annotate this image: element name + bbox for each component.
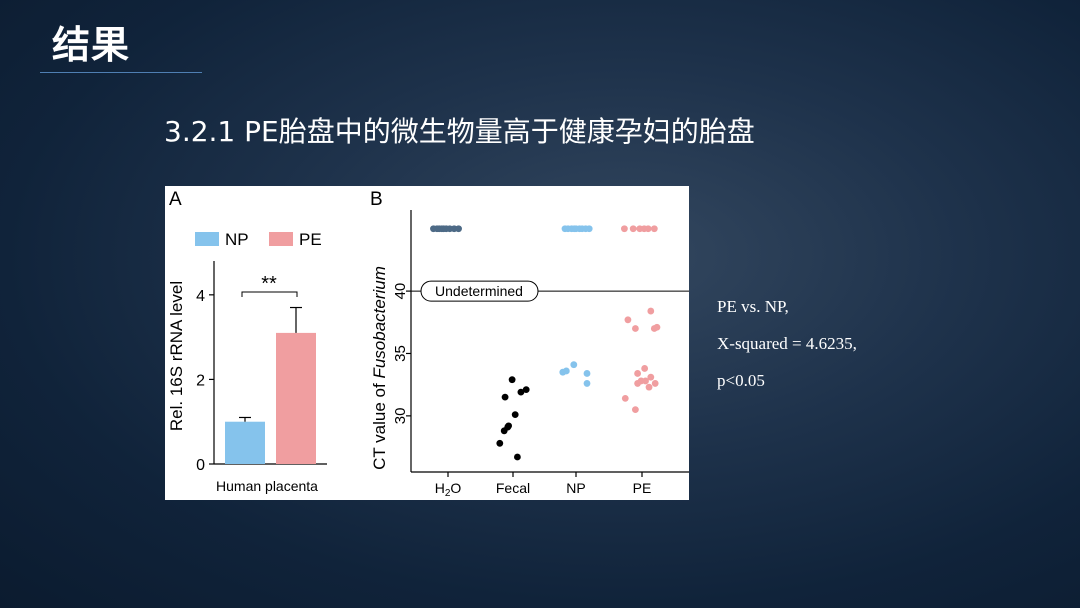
legend-swatch-pe	[269, 232, 293, 246]
point-np	[585, 225, 593, 233]
b-y-label-prefix: CT value of	[370, 379, 389, 470]
b-y-label-italic: Fusobacterium	[370, 266, 389, 378]
point-pe	[651, 380, 659, 387]
stats-line-3: p<0.05	[717, 371, 765, 390]
point-pe	[653, 323, 661, 331]
point-fecal	[501, 393, 509, 401]
bar-pe	[276, 332, 316, 464]
legend-label-pe: PE	[299, 230, 322, 249]
point-fecal	[496, 439, 504, 447]
title-underline	[40, 72, 202, 73]
point-fecal	[517, 388, 525, 396]
b-y-tick-label: 40	[392, 283, 409, 300]
point-pe	[621, 394, 629, 402]
significance-bracket	[241, 291, 298, 297]
point-fecal	[514, 453, 521, 461]
point-pe	[647, 373, 655, 381]
point-pe	[642, 377, 649, 385]
bar-np	[225, 421, 265, 464]
point-fecal	[511, 411, 519, 419]
point-np	[583, 370, 591, 377]
point-pe	[629, 225, 637, 233]
figure-svg: A B NP PE 0 2 4 ** Human placenta Rel. 16S…	[167, 189, 689, 499]
undetermined-box	[420, 280, 539, 302]
undetermined-label: Undetermined	[435, 283, 523, 299]
b-y-tick-label: 35	[392, 345, 409, 362]
point-pe	[645, 383, 653, 391]
stats-line-2: X-squared = 4.6235,	[717, 334, 857, 353]
legend-label-np: NP	[225, 230, 249, 249]
point-fecal	[504, 423, 512, 431]
point-fecal	[508, 376, 516, 384]
significance-stars: **	[261, 273, 277, 295]
b-x-tick-label: H2O	[435, 480, 462, 499]
point-pe	[650, 225, 658, 233]
a-y-tick-label: 2	[196, 372, 205, 389]
point-pe	[634, 370, 641, 377]
panel-label-a: A	[169, 189, 182, 210]
point-pe	[632, 325, 639, 332]
point-np	[570, 361, 578, 369]
point-np	[562, 367, 570, 375]
stats-text: PE vs. NP, X-squared = 4.6235, p<0.05	[717, 288, 857, 399]
point-pe	[624, 316, 632, 324]
point-pe	[641, 365, 649, 372]
a-y-tick-label: 4	[196, 288, 205, 305]
point-h2o	[455, 225, 462, 233]
b-x-tick-label: Fecal	[496, 480, 530, 496]
b-x-tick-label: NP	[566, 480, 585, 496]
point-pe	[632, 406, 639, 414]
b-y-label: CT value of Fusobacterium	[370, 266, 389, 470]
b-y-tick-label: 30	[392, 408, 409, 425]
point-pe	[621, 225, 628, 233]
a-y-label: Rel. 16S rRNA level	[167, 281, 186, 431]
a-x-label: Human placenta	[216, 478, 318, 494]
point-pe	[644, 225, 652, 233]
slide-title: 结果	[52, 23, 131, 67]
b-x-tick-label: PE	[633, 480, 652, 496]
panel-label-b: B	[370, 189, 383, 210]
point-pe	[647, 307, 655, 315]
a-y-tick-label: 0	[196, 457, 205, 474]
stats-line-1: PE vs. NP,	[717, 297, 789, 316]
figure-panel: A B NP PE 0 2 4 ** Human placenta Rel. 16S…	[165, 186, 689, 500]
legend-swatch-np	[195, 232, 219, 246]
slide-subtitle: 3.2.1 PE胎盘中的微生物量高于健康孕妇的胎盘	[164, 115, 755, 148]
point-np	[583, 380, 591, 387]
point-fecal	[522, 386, 530, 394]
